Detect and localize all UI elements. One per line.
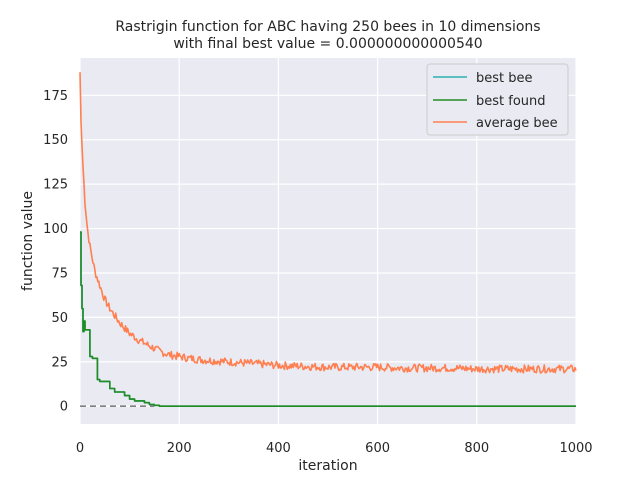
x-tick-label: 600	[365, 441, 390, 456]
legend-label-best-found: best found	[476, 94, 546, 109]
x-tick-label: 400	[266, 441, 291, 456]
y-tick-label: 25	[51, 355, 68, 370]
x-tick-label: 0	[76, 441, 84, 456]
y-tick-label: 0	[60, 400, 68, 415]
chart-title: Rastrigin function for ABC having 250 be…	[115, 19, 540, 35]
series-line-average-bee	[79, 72, 577, 374]
y-tick-label: 75	[51, 266, 68, 281]
y-tick-label: 175	[43, 89, 68, 104]
y-tick-label: 150	[43, 133, 68, 148]
legend-label-best-bee: best bee	[476, 71, 533, 86]
x-tick-labels: 0 200 400 600 800 1000	[76, 441, 593, 456]
y-tick-label: 100	[43, 222, 68, 237]
y-tick-label: 125	[43, 178, 68, 193]
series-layer	[79, 72, 577, 407]
y-axis-label: function value	[20, 191, 36, 291]
legend: best bee best found average bee	[426, 63, 569, 136]
y-tick-labels: 0 25 50 75 100 125 150 175	[43, 89, 68, 415]
series-line-best-found	[80, 231, 576, 407]
x-axis-label: iteration	[298, 458, 357, 474]
x-tick-label: 800	[464, 441, 489, 456]
x-tick-label: 1000	[559, 441, 592, 456]
grid-lines	[79, 58, 577, 424]
x-tick-label: 200	[167, 441, 192, 456]
legend-label-average-bee: average bee	[476, 116, 558, 131]
y-tick-label: 50	[51, 311, 68, 326]
legend-box	[426, 63, 569, 136]
chart-subtitle: with final best value = 0.00000000000054…	[173, 36, 482, 52]
